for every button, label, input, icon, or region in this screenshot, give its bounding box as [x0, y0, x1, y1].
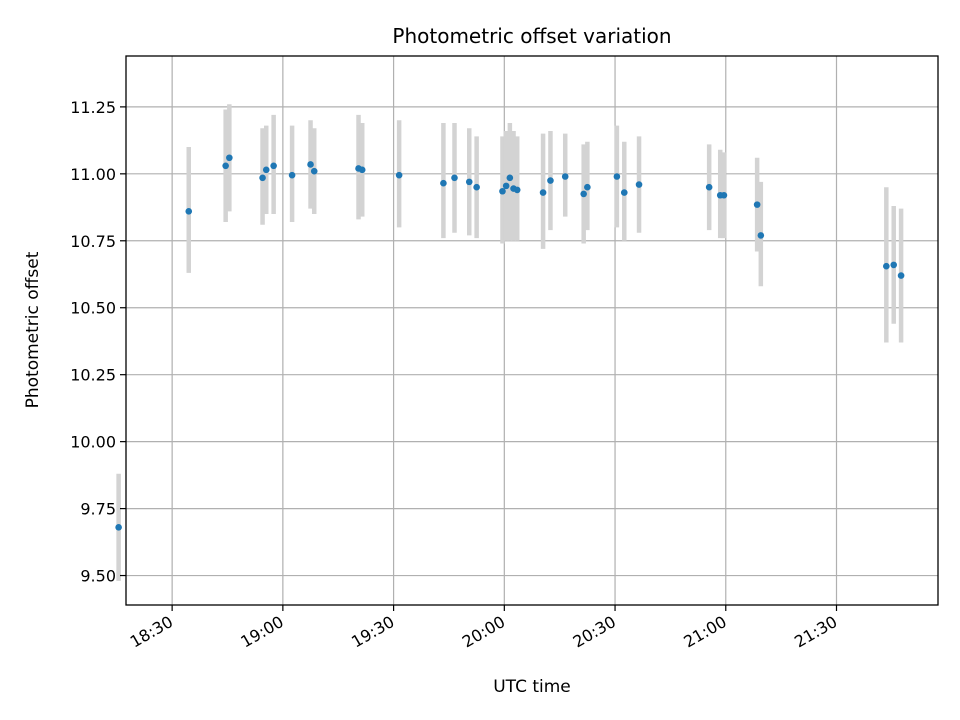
y-tick-label: 10.00 [70, 433, 116, 452]
data-point [226, 154, 233, 162]
data-point [465, 178, 473, 186]
data-point [890, 261, 898, 269]
data-point [613, 173, 621, 180]
data-point [288, 171, 296, 179]
x-axis-title: UTC time [493, 677, 571, 697]
data-point [259, 174, 266, 182]
data-point [440, 179, 447, 187]
data-point [635, 181, 643, 188]
data-point [222, 162, 229, 170]
y-tick-label: 10.25 [70, 366, 116, 385]
data-point [561, 173, 569, 180]
plot-frame [125, 55, 939, 606]
y-tick-label: 9.50 [80, 567, 116, 586]
data-point [310, 167, 318, 175]
data-point [451, 174, 458, 182]
data-points [115, 154, 905, 531]
data-point [307, 161, 314, 168]
data-point [499, 187, 506, 195]
data-point [539, 189, 547, 196]
data-point [185, 208, 193, 215]
y-tick-label: 11.00 [70, 165, 116, 184]
y-axis-ticks: 9.50 9.75 10.00 10.25 10.50 10.75 11.00 11.25 [70, 98, 126, 586]
data-point [358, 166, 366, 174]
data-point [620, 189, 628, 196]
chart-title: Photometric offset variation [392, 24, 671, 48]
data-point [584, 183, 591, 191]
data-point [262, 166, 270, 174]
data-point [506, 174, 514, 182]
y-tick-label: 10.50 [70, 299, 116, 318]
data-point [473, 183, 480, 191]
data-point [897, 272, 905, 279]
data-point [580, 190, 587, 198]
data-point [502, 182, 510, 190]
data-point [270, 162, 277, 170]
y-tick-label: 10.75 [70, 232, 116, 251]
data-point [547, 177, 554, 184]
grid [126, 56, 938, 605]
y-axis-title: Photometric offset [23, 251, 43, 408]
data-point [883, 262, 890, 270]
data-point [757, 232, 765, 239]
y-tick-label: 9.75 [80, 500, 116, 519]
data-point [720, 191, 728, 199]
data-point [395, 171, 403, 179]
data-point [115, 524, 122, 531]
data-point [753, 201, 761, 208]
data-point [705, 183, 713, 191]
data-point [513, 186, 521, 194]
y-tick-label: 11.25 [70, 98, 116, 117]
